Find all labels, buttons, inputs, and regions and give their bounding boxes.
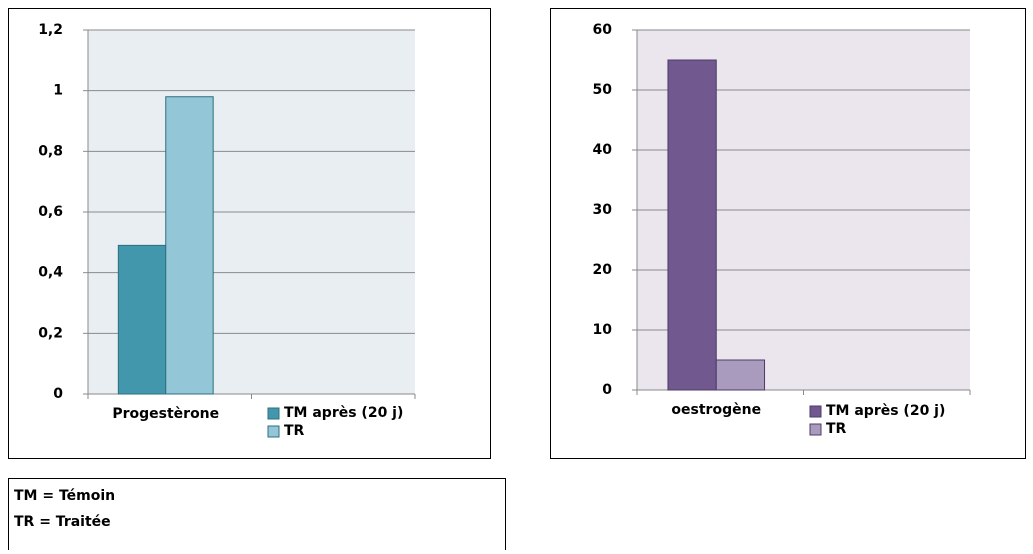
bar <box>715 359 766 391</box>
y-tick-label: 60 <box>593 22 613 38</box>
legend-swatch <box>267 425 280 438</box>
y-tick-label: 30 <box>593 202 613 218</box>
y-tick-label: 0,6 <box>38 204 63 220</box>
legend-swatch <box>267 407 280 420</box>
bar <box>667 59 717 391</box>
y-tick-label: 10 <box>593 322 613 338</box>
y-tick-label: 0,2 <box>38 325 63 341</box>
legend-swatch <box>809 405 822 418</box>
x-tick-label: Progestèrone <box>112 406 219 422</box>
legend-label: TM après (20 j) <box>826 403 945 419</box>
y-tick-label: 0 <box>602 382 612 398</box>
y-tick-label: 1 <box>53 83 63 99</box>
y-tick-label: 20 <box>593 262 613 278</box>
note: TR = Traitée <box>14 514 111 530</box>
legend-label: TM après (20 j) <box>284 405 403 421</box>
legend-swatch <box>809 423 822 436</box>
y-tick-label: 0,4 <box>38 265 63 281</box>
bar <box>117 244 167 395</box>
note: TM = Témoin <box>14 488 115 504</box>
legend-label: TR <box>826 421 847 437</box>
x-tick-label: oestrogène <box>671 402 761 418</box>
y-tick-label: 50 <box>593 82 613 98</box>
legend-label: TR <box>284 423 305 439</box>
bar <box>165 96 214 395</box>
y-tick-label: 40 <box>593 142 613 158</box>
y-tick-label: 0,8 <box>38 143 63 159</box>
y-tick-label: 1,2 <box>38 22 63 38</box>
note-box <box>8 478 506 554</box>
y-tick-label: 0 <box>53 386 63 402</box>
